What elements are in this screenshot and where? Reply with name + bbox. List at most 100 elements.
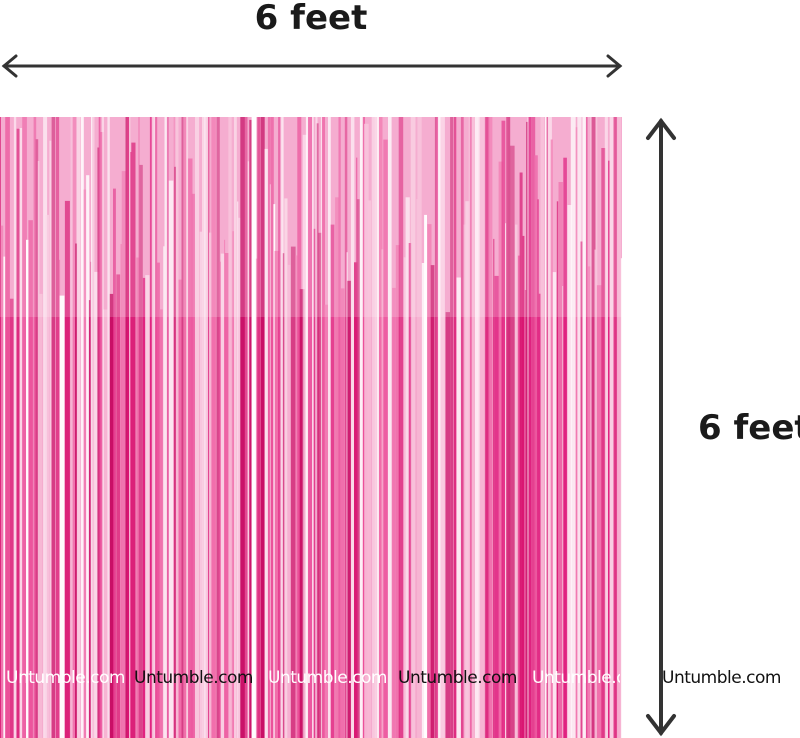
fringe-strand xyxy=(261,117,265,738)
fringe-strand xyxy=(0,225,4,738)
fringe-strand xyxy=(318,232,322,738)
fringe-strand xyxy=(126,117,131,738)
fringe-strand xyxy=(405,197,410,738)
fringe-strand xyxy=(364,123,369,738)
fringe-strand xyxy=(582,117,586,738)
fringe-strand xyxy=(237,217,241,738)
fringe-strand xyxy=(493,238,495,738)
fringe-strand xyxy=(545,117,547,738)
fringe-strand xyxy=(367,200,372,738)
fringe-strand xyxy=(138,117,140,738)
fringe-strand xyxy=(19,128,23,738)
fringe-strand xyxy=(270,117,274,738)
fringe-strand xyxy=(267,117,271,738)
fringe-strand xyxy=(237,201,239,738)
fringe-strand xyxy=(346,252,348,738)
fringe-strand xyxy=(131,142,136,738)
fringe-strand xyxy=(577,117,582,738)
fringe-strand xyxy=(255,258,258,738)
fringe-strand xyxy=(202,117,204,738)
fringe-strand xyxy=(395,245,400,738)
fringe-strand xyxy=(546,117,549,738)
fringe-strand xyxy=(26,239,29,738)
fringe-strand xyxy=(616,117,621,738)
fringe-strand xyxy=(575,127,578,738)
watermark: Untumble.com xyxy=(6,668,125,688)
fringe-strand xyxy=(392,287,396,738)
fringe-strand xyxy=(537,199,539,738)
fringe-strand xyxy=(97,147,100,738)
fringe-strand xyxy=(58,259,61,738)
watermark: Untumble.com xyxy=(662,668,781,688)
fringe-strand xyxy=(434,117,437,738)
fringe-strand xyxy=(354,262,358,738)
fringe-strand xyxy=(264,148,269,738)
fringe-strand xyxy=(505,223,507,738)
fringe-strand xyxy=(591,117,596,738)
fringe-strand xyxy=(75,243,78,738)
fringe-strand xyxy=(315,117,318,738)
fringe-strand xyxy=(305,117,309,738)
fringe-strand xyxy=(410,117,416,738)
fringe-strand xyxy=(620,258,622,738)
pink-fringe-curtain xyxy=(0,117,622,738)
fringe-strand xyxy=(330,224,335,738)
fringe-strand xyxy=(308,117,313,738)
fringe-strand xyxy=(94,271,100,738)
fringe-strand xyxy=(224,253,229,738)
fringe-strand xyxy=(324,304,329,738)
fringe-strand xyxy=(527,117,529,738)
fringe-strand xyxy=(378,117,383,738)
fringe-strand xyxy=(408,243,412,738)
fringe-strand xyxy=(178,279,182,738)
fringe-strand xyxy=(290,246,296,738)
fringe-strand xyxy=(507,117,511,738)
fringe-strand xyxy=(280,117,284,738)
fringe-strand xyxy=(517,255,521,738)
fringe-strand xyxy=(39,293,43,738)
fringe-strand xyxy=(445,312,450,738)
fringe-strand xyxy=(383,139,388,738)
fringe-strand xyxy=(49,140,52,738)
fringe-strand xyxy=(596,285,602,738)
fringe-strand xyxy=(339,117,341,738)
fringe-strand xyxy=(22,117,27,738)
fringe-strand xyxy=(282,253,285,738)
height-arrow xyxy=(646,117,676,737)
fringe-strand xyxy=(251,117,257,738)
fringe-strand xyxy=(43,117,48,738)
fringe-strand xyxy=(139,164,143,738)
fringe-strand xyxy=(116,274,121,738)
fringe-strand xyxy=(440,117,445,738)
fringe-strand xyxy=(173,117,175,738)
fringe-strand xyxy=(102,117,104,738)
watermark: Untumble.com xyxy=(268,668,387,688)
fringe-strand xyxy=(424,214,427,738)
fringe-strand xyxy=(533,155,538,738)
fringe-strand xyxy=(531,117,536,738)
fringe-strand xyxy=(356,199,360,738)
fringe-strand xyxy=(232,231,235,738)
fringe-strand xyxy=(430,265,435,738)
watermark: Untumble.com xyxy=(134,668,253,688)
fringe-strand xyxy=(13,117,17,738)
fringe-strand xyxy=(168,180,174,738)
fringe-strand xyxy=(604,117,608,738)
fringe-strand xyxy=(356,157,358,738)
fringe-strand xyxy=(316,123,319,738)
fringe-strand xyxy=(475,117,478,738)
fringe-strand xyxy=(186,117,189,738)
fringe-strand xyxy=(347,280,352,738)
height-label: 6 feet xyxy=(698,408,800,448)
fringe-strand xyxy=(80,117,84,738)
fringe-strand xyxy=(465,201,470,738)
fringe-strand xyxy=(9,298,14,738)
fringe-strand xyxy=(522,235,525,738)
fringe-strand xyxy=(240,117,245,738)
fringe-strand xyxy=(585,117,588,738)
fringe-strand xyxy=(45,214,49,738)
fringe-strand xyxy=(149,117,152,738)
fringe-strand xyxy=(295,255,298,738)
watermark: Untumble.com xyxy=(532,668,620,688)
